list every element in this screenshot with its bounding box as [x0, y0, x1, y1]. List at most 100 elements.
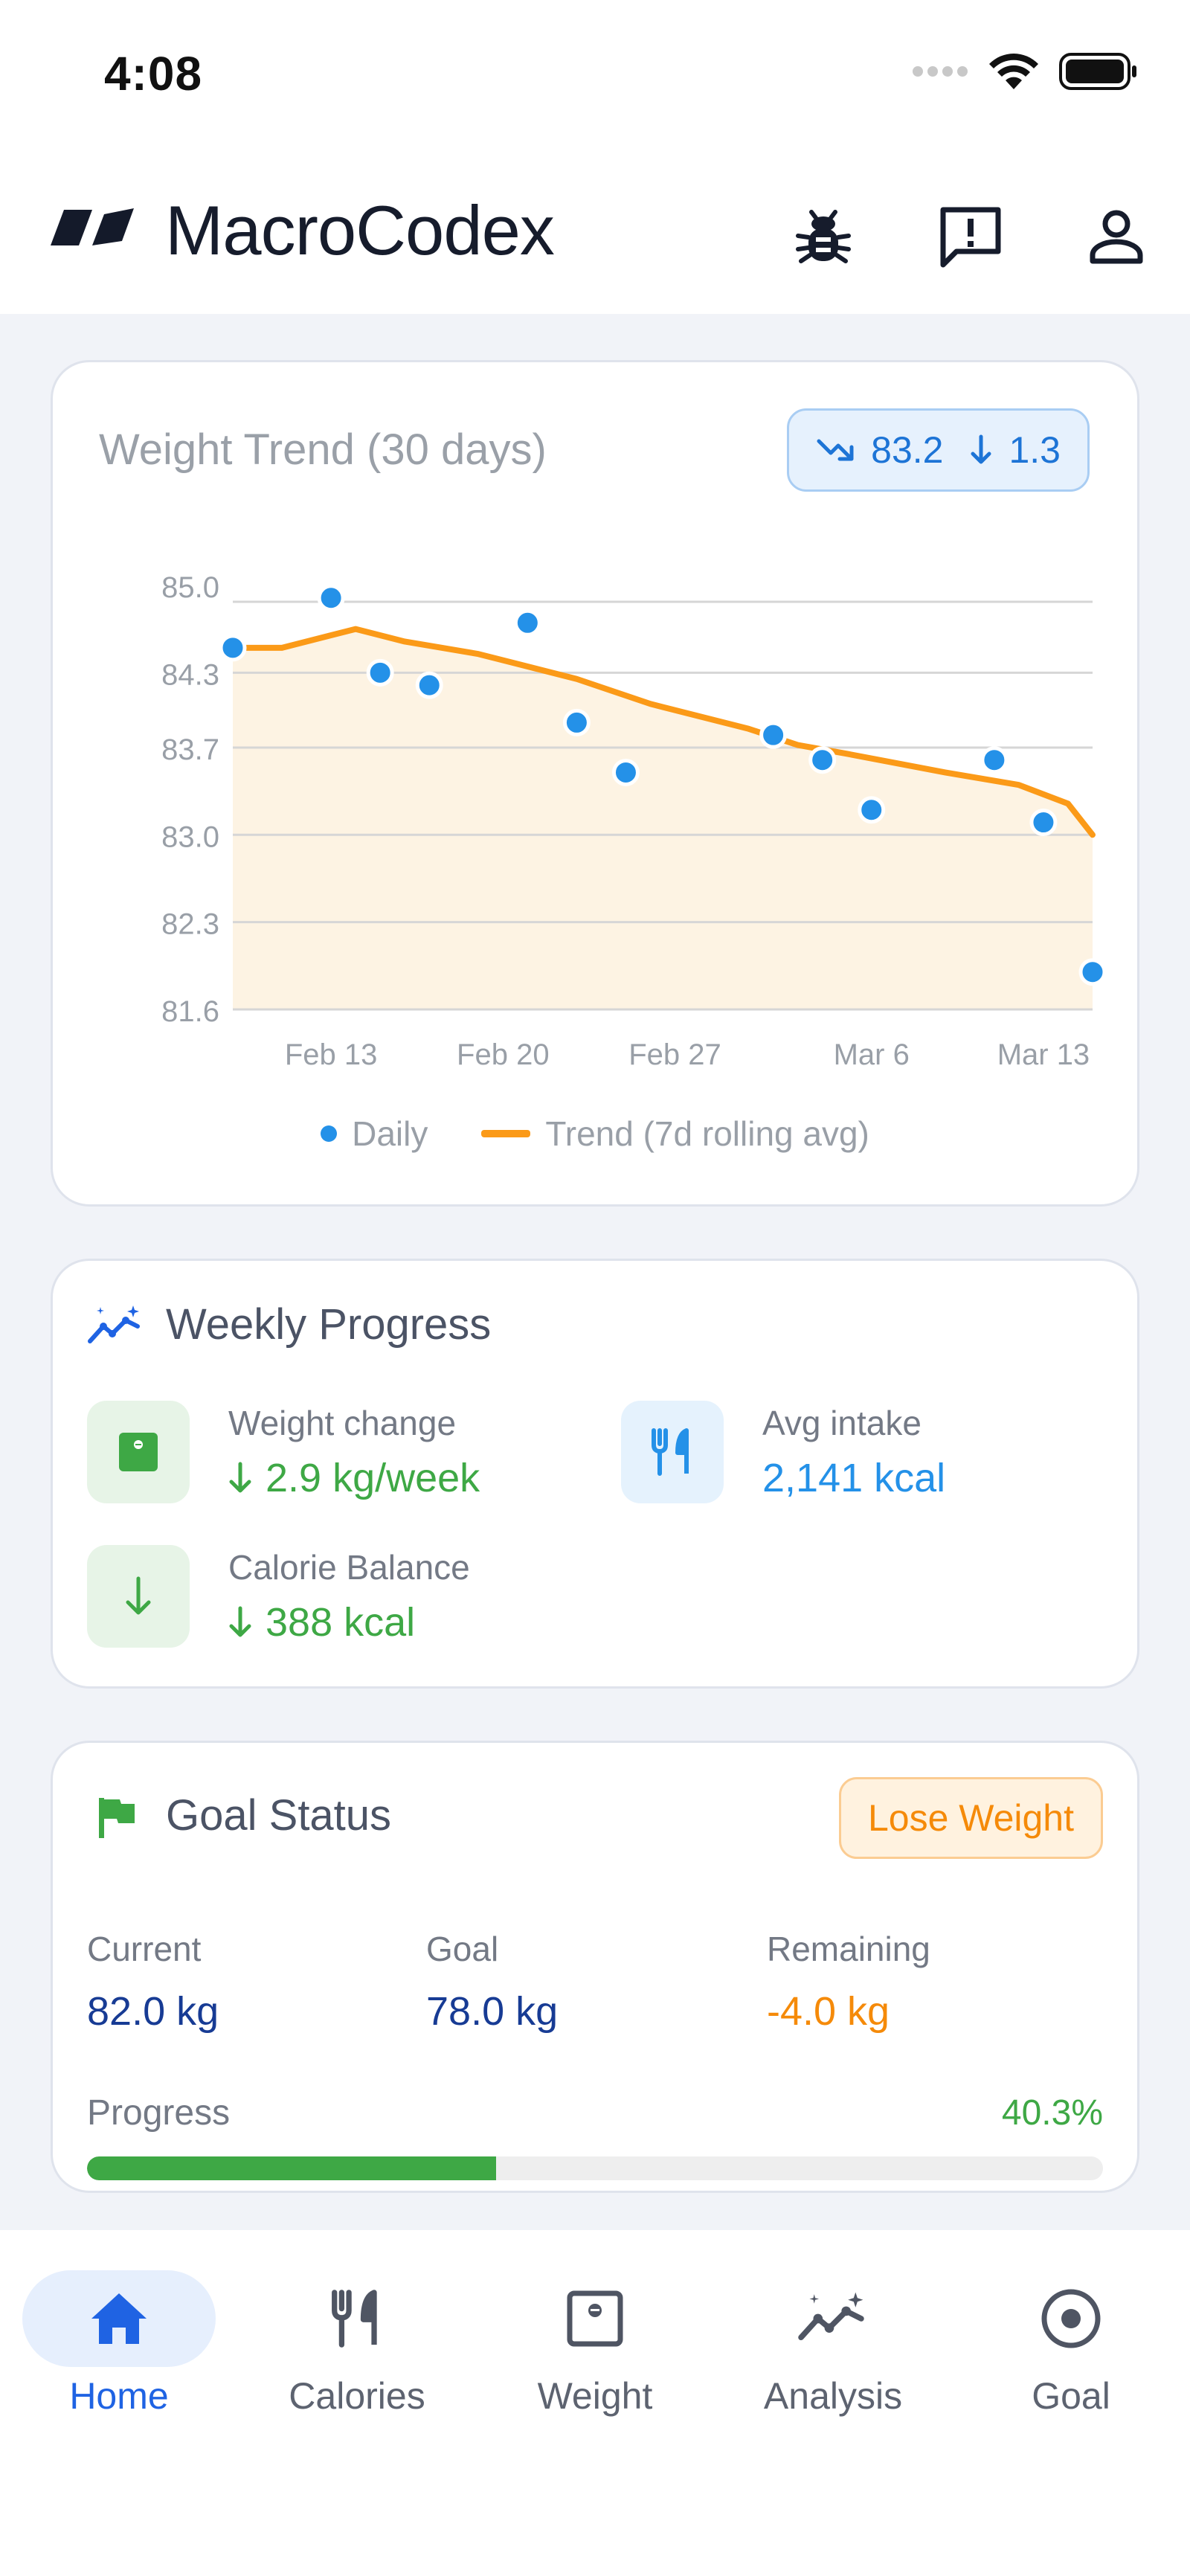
goal-status-title: Goal Status [166, 1791, 392, 1840]
daily-point [1078, 958, 1107, 986]
daily-point [415, 671, 443, 699]
calorie-balance-text: 388 kcal [266, 1600, 416, 1645]
x-tick-label: Mar 6 [834, 1038, 910, 1071]
weekly-progress-card: Weekly Progress Weight change 2.9 kg/wee… [51, 1259, 1139, 1689]
progress-bar-fill [87, 2156, 497, 2180]
daily-point [759, 721, 788, 749]
cellular-signal-icon [913, 66, 968, 77]
target-icon [1041, 2289, 1101, 2348]
metric-balance-icon-box [87, 1545, 190, 1648]
legend-daily: Daily [321, 1114, 428, 1154]
arrow-down-icon [971, 434, 991, 464]
fork-knife-icon [652, 1428, 689, 1476]
daily-point [808, 746, 837, 774]
weight-change-text: 2.9 kg/week [266, 1456, 480, 1500]
weight-trend-title: Weight Trend (30 days) [99, 425, 547, 474]
arrow-down-icon [229, 1606, 251, 1637]
wifi-icon [989, 54, 1038, 89]
goal-current-label: Current [87, 1930, 202, 1968]
daily-point [980, 746, 1009, 774]
progress-label: Progress [87, 2093, 231, 2133]
progress-percent: 40.3% [1001, 2093, 1103, 2133]
nav-home-label: Home [69, 2375, 169, 2417]
nav-calories-label: Calories [289, 2375, 425, 2417]
calorie-balance-value: 388 kcal [228, 1599, 470, 1645]
goal-remaining-value: -4.0 kg [767, 1989, 890, 2034]
weight-trend-chart: 85.0 84.3 83.7 83.0 82.3 81.6 Feb 13 Feb 20 Feb … [161, 571, 1107, 1071]
goal-target-label: Goal [426, 1930, 499, 1968]
trend-line [230, 626, 1096, 838]
trending-down-icon [817, 439, 854, 461]
nav-analysis-label: Analysis [763, 2375, 903, 2417]
scale-icon [119, 1433, 158, 1471]
y-tick-label: 81.6 [161, 995, 219, 1028]
app-title: MacroCodex [165, 191, 555, 269]
trend-area-fill [233, 629, 1093, 1009]
bug-icon [796, 210, 851, 263]
arrow-down-icon [126, 1576, 151, 1615]
nav-weight[interactable]: Weight [476, 2270, 714, 2449]
status-time: 4:08 [104, 47, 203, 100]
avg-intake-label: Avg intake [762, 1404, 922, 1442]
fork-knife-icon [332, 2290, 377, 2348]
goal-target-value: 78.0 kg [426, 1989, 559, 2034]
nav-calories-pill [260, 2270, 454, 2367]
analysis-icon [798, 2292, 864, 2341]
nav-home[interactable]: Home [0, 2270, 238, 2449]
nav-goal[interactable]: Goal [952, 2270, 1190, 2449]
daily-point [317, 584, 345, 612]
x-tick-label: Feb 13 [285, 1038, 378, 1071]
metric-avg-intake: Avg intake 2,141 kcal [621, 1401, 945, 1503]
y-tick-label: 83.7 [161, 733, 219, 766]
content-area[interactable]: Weight Trend (30 days) 83.2 1.3 85.0 84.3… [0, 314, 1190, 2230]
app-logo-icon [51, 208, 134, 245]
legend-trend-marker [481, 1130, 531, 1137]
weight-trend-card: Weight Trend (30 days) 83.2 1.3 85.0 84.3… [51, 360, 1139, 1207]
daily-point [513, 608, 541, 637]
y-tick-label: 84.3 [161, 658, 219, 691]
goal-remaining: Remaining -4.0 kg [767, 1929, 930, 2034]
metric-weight-change: Weight change 2.9 kg/week [87, 1401, 480, 1503]
nav-calories[interactable]: Calories [238, 2270, 476, 2449]
sparkle-chart-icon [88, 1305, 140, 1343]
metric-intake-icon-box [621, 1401, 724, 1503]
metric-weight-icon-box [87, 1401, 190, 1503]
goal-current: Current 82.0 kg [87, 1929, 219, 2034]
home-icon [91, 2293, 147, 2344]
feedback-button[interactable] [930, 196, 1012, 278]
daily-point [562, 708, 591, 736]
goal-type-badge[interactable]: Lose Weight [838, 1777, 1103, 1859]
progress-bar [87, 2156, 1103, 2180]
profile-button[interactable] [1075, 196, 1157, 278]
nav-weight-pill [498, 2270, 692, 2367]
chart-legend: Daily Trend (7d rolling avg) [53, 1114, 1137, 1154]
legend-trend: Trend (7d rolling avg) [448, 1114, 869, 1154]
feedback-icon [940, 207, 1001, 268]
x-tick-label: Mar 13 [997, 1038, 1090, 1071]
avg-intake-value: 2,141 kcal [762, 1456, 946, 1500]
debug-button[interactable] [782, 196, 864, 278]
daily-point [611, 758, 640, 786]
app-header: MacroCodex [0, 149, 1190, 314]
daily-point [366, 658, 394, 687]
status-bar: 4:08 [0, 0, 1190, 149]
daily-point [1029, 809, 1058, 837]
profile-icon [1090, 210, 1143, 264]
y-tick-label: 82.3 [161, 908, 219, 941]
weight-change-value: 2.9 kg/week [228, 1455, 480, 1501]
x-tick-label: Feb 20 [457, 1038, 550, 1071]
trend-change: 1.3 [1009, 429, 1061, 471]
nav-analysis[interactable]: Analysis [714, 2270, 952, 2449]
weight-change-label: Weight change [228, 1404, 457, 1442]
flag-icon [99, 1798, 135, 1838]
legend-daily-label: Daily [352, 1114, 428, 1153]
metric-calorie-balance: Calorie Balance 388 kcal [87, 1545, 470, 1648]
status-icons [912, 52, 1138, 91]
nav-goal-label: Goal [1032, 2375, 1110, 2417]
trend-badge: 83.2 1.3 [787, 408, 1090, 492]
nav-goal-pill [974, 2270, 1168, 2367]
y-tick-label: 85.0 [161, 571, 219, 604]
nav-home-pill [22, 2270, 216, 2367]
scale-icon [567, 2290, 623, 2347]
calorie-balance-label: Calorie Balance [228, 1548, 470, 1587]
